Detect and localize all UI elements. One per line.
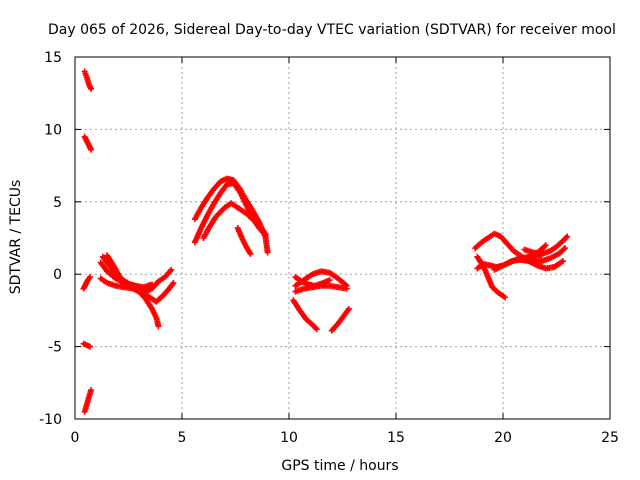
axis-ticks: 0 5 10 15 20 25 -10 -5 0 5 10 15 <box>39 50 619 446</box>
data-point <box>88 387 95 394</box>
plot-frame <box>74 56 611 420</box>
series-arc-9 <box>97 259 156 291</box>
data-point <box>262 230 269 237</box>
x-tick-label: 5 <box>178 430 187 446</box>
data-point <box>502 294 509 301</box>
data-point <box>86 343 93 350</box>
data-point <box>86 274 93 281</box>
x-tick-label: 25 <box>601 430 619 446</box>
series-arc-23 <box>521 233 571 257</box>
x-axis-label: GPS time / hours <box>281 458 398 474</box>
data-points <box>80 68 571 415</box>
data-point <box>155 323 162 330</box>
series-arc-2 <box>81 133 95 153</box>
series-arc-13 <box>234 224 254 257</box>
data-point <box>345 305 352 312</box>
series-arc-4 <box>80 340 93 350</box>
series-arc-18 <box>328 305 352 334</box>
x-tick-label: 0 <box>71 430 80 446</box>
y-tick-label: 10 <box>44 122 62 138</box>
series-arc-21 <box>474 253 509 301</box>
data-point <box>88 85 95 92</box>
x-tick-label: 20 <box>494 430 512 446</box>
series-arc-15 <box>292 268 350 289</box>
y-tick-label: -5 <box>48 340 62 356</box>
series-arc-17 <box>292 274 333 289</box>
y-tick-label: 0 <box>53 267 62 283</box>
series-arc-24 <box>521 245 569 265</box>
series-arc-14 <box>290 297 320 333</box>
data-point <box>313 326 320 333</box>
data-point <box>542 242 549 249</box>
x-tick-label: 10 <box>280 430 298 446</box>
data-point <box>170 279 177 286</box>
data-point <box>247 250 254 257</box>
series-arc-5 <box>81 387 95 415</box>
data-point <box>562 245 569 252</box>
series-arc-3 <box>80 274 93 292</box>
y-tick-label: 15 <box>44 50 62 66</box>
data-point <box>149 281 156 288</box>
data-point <box>559 258 566 265</box>
data-point <box>564 233 571 240</box>
chart-title: Day 065 of 2026, Sidereal Day-to-day VTE… <box>48 22 616 38</box>
x-tick-label: 15 <box>387 430 405 446</box>
series-arc-1 <box>81 68 95 92</box>
data-point <box>88 146 95 153</box>
y-tick-label: 5 <box>53 195 62 211</box>
series-arc-12 <box>200 200 269 241</box>
grid <box>75 57 610 419</box>
data-point <box>264 249 271 256</box>
data-point <box>168 266 175 273</box>
data-point <box>343 285 350 292</box>
y-tick-label: -10 <box>39 412 62 428</box>
y-axis-label: SDTVAR / TECUs <box>8 180 24 295</box>
data-point <box>326 276 333 283</box>
series-arc-11 <box>191 175 271 256</box>
